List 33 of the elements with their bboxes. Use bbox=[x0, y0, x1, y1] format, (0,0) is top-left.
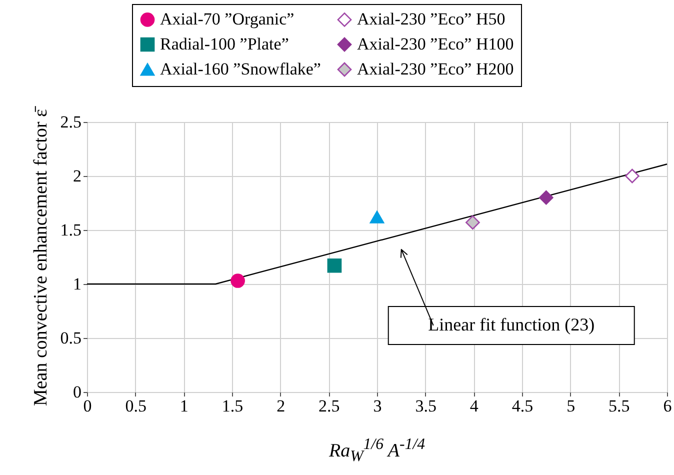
y-tick-label: 2.5 bbox=[60, 112, 82, 132]
y-tick-label: 1 bbox=[73, 274, 82, 294]
y-tick-label: 0 bbox=[73, 382, 82, 402]
x-tick-label: 2.5 bbox=[318, 396, 340, 416]
point bbox=[625, 168, 640, 184]
x-tick-label: 6 bbox=[663, 396, 672, 416]
legend-label: Axial-70 ”Organic” bbox=[160, 10, 294, 29]
annotation: Linear fit function (23) bbox=[428, 314, 595, 334]
point bbox=[539, 190, 554, 205]
point bbox=[370, 210, 384, 224]
x-tick-label: 1.5 bbox=[222, 396, 244, 416]
point bbox=[230, 274, 245, 288]
point bbox=[466, 215, 480, 230]
legend-label: Axial-230 ”Eco” H50 bbox=[357, 10, 506, 29]
legend-label: Radial-100 ”Plate” bbox=[160, 34, 289, 54]
legend-label: Axial-230 ”Eco” H100 bbox=[357, 34, 514, 54]
x-tick-label: 5 bbox=[566, 396, 576, 416]
y-axis-title: Mean convective enhancement factor ε̄ bbox=[30, 106, 52, 406]
x-tick-label: 4 bbox=[470, 396, 479, 416]
x-tick-label: 3 bbox=[373, 396, 382, 416]
x-tick-label: 1 bbox=[180, 396, 188, 416]
x-tick-label: 3.5 bbox=[415, 396, 436, 416]
x-tick-label: 4.5 bbox=[512, 396, 534, 416]
legend-label: Axial-230 ”Eco” H200 bbox=[357, 60, 514, 78]
x-tick-label: 0.5 bbox=[125, 396, 146, 416]
y-tick-label: 1.5 bbox=[60, 220, 82, 240]
y-tick-label: 2 bbox=[73, 166, 82, 186]
legend-label: Axial-160 ”Snowflake” bbox=[160, 60, 321, 78]
y-tick-label: 0.5 bbox=[60, 328, 82, 348]
x-tick-label: 2 bbox=[276, 396, 286, 416]
point bbox=[327, 258, 342, 273]
x-tick-label: 5.5 bbox=[608, 396, 630, 416]
x-axis-title: Ra$_{W}$$^{1/6}$ A$^{-1/4}$ bbox=[328, 436, 426, 466]
